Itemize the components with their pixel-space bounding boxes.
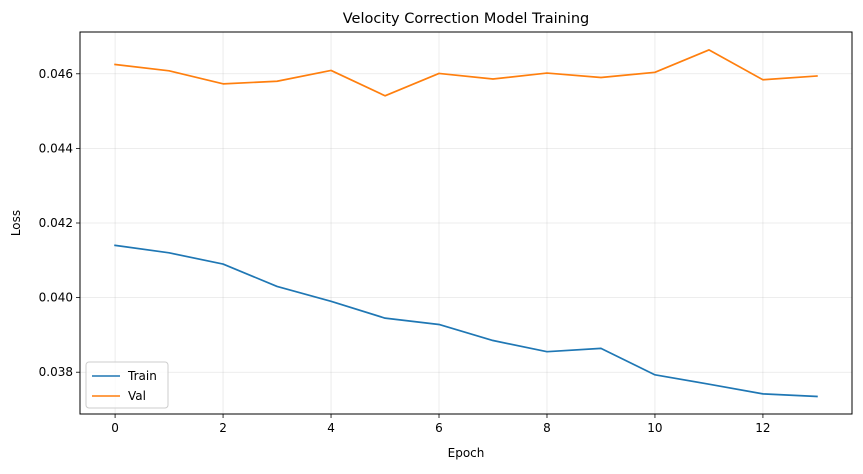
series-line-train <box>114 244 818 398</box>
data-point-train <box>816 395 818 398</box>
data-point-train <box>222 263 224 265</box>
y-tick-label: 0.044 <box>39 141 73 155</box>
grid-lines <box>80 32 852 414</box>
x-axis-label: Epoch <box>448 446 485 460</box>
data-point-train <box>600 347 602 349</box>
data-point-train <box>114 244 116 246</box>
chart-title: Velocity Correction Model Training <box>343 11 589 27</box>
data-point-val <box>168 70 170 72</box>
data-point-val <box>600 76 602 79</box>
y-tick-label: 0.038 <box>39 365 73 379</box>
data-point-train <box>546 351 548 353</box>
data-point-train <box>492 339 494 342</box>
data-point-val <box>654 71 656 73</box>
axis-ticks: 0 2 4 6 8 10 12 0.038 0.040 0.042 0.044 0.046 <box>39 67 771 435</box>
data-point-val <box>330 69 332 72</box>
legend-label-train: Train <box>127 369 157 383</box>
data-point-val <box>276 80 278 82</box>
data-point-val <box>546 72 548 74</box>
data-point-val <box>816 75 818 77</box>
data-point-val <box>384 95 386 97</box>
x-tick-label: 10 <box>647 421 662 435</box>
series-lines <box>114 49 818 398</box>
x-tick-label: 8 <box>543 421 551 435</box>
series-line-val <box>114 49 818 97</box>
legend: Train Val <box>85 361 169 409</box>
data-point-val <box>438 72 440 75</box>
data-point-train <box>762 393 764 395</box>
data-point-train <box>654 374 656 376</box>
legend-label-val: Val <box>128 389 146 403</box>
x-tick-label: 2 <box>219 421 227 435</box>
y-tick-label: 0.042 <box>39 216 73 230</box>
y-tick-label: 0.046 <box>39 67 73 81</box>
data-point-train <box>276 285 278 288</box>
x-tick-label: 6 <box>435 421 443 435</box>
x-tick-label: 12 <box>755 421 770 435</box>
data-point-train <box>384 317 386 319</box>
data-point-train <box>708 383 710 385</box>
data-point-val <box>708 49 710 51</box>
y-tick-label: 0.040 <box>39 291 73 305</box>
data-point-val <box>762 79 764 81</box>
data-point-val <box>492 78 494 80</box>
x-tick-label: 4 <box>327 421 335 435</box>
data-point-val <box>222 83 224 85</box>
data-point-train <box>438 323 440 326</box>
x-tick-label: 0 <box>111 421 119 435</box>
data-point-train <box>168 252 170 254</box>
data-point-train <box>330 300 332 302</box>
y-axis-label: Loss <box>9 210 23 236</box>
data-point-val <box>114 63 116 66</box>
